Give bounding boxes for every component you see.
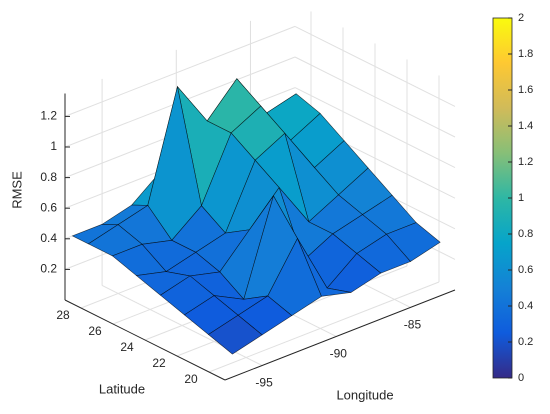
z-axis-label: RMSE (9, 171, 24, 209)
colorbar-tick-label: 0.4 (518, 300, 533, 312)
y-axis-label: Latitude (99, 381, 145, 396)
x-axis-label: Longitude (336, 387, 393, 402)
colorbar-tick-label: 0.2 (518, 336, 533, 348)
colorbar-tick-label: 1.4 (518, 120, 533, 132)
z-tick-label: 0.6 (40, 200, 57, 214)
colorbar-tick-label: 0.6 (518, 264, 533, 276)
colorbar-tick-label: 1.2 (518, 156, 533, 168)
colorbar-tick-label: 1.8 (518, 48, 533, 60)
x-tick-label: -90 (330, 347, 348, 361)
colorbar-tick-label: 1.6 (518, 84, 533, 96)
z-tick-label: 1.2 (40, 109, 57, 123)
x-tick-label: -95 (255, 376, 273, 390)
y-tick-label: 26 (88, 324, 102, 338)
x-axis (224, 289, 456, 381)
surface-patch (207, 314, 263, 355)
grid-line (64, 25, 296, 117)
colorbar-tick-label: 0.8 (518, 228, 533, 240)
z-tick-label: 0.8 (40, 170, 57, 184)
y-tick-label: 22 (152, 356, 166, 370)
colorbar-tick-label: 1 (518, 192, 524, 204)
y-tick-label: 20 (184, 372, 198, 386)
y-axis (64, 299, 226, 381)
z-tick-label: 1 (50, 139, 57, 153)
z-tick-label: 0.4 (40, 231, 57, 245)
z-tick-label: 0.2 (40, 262, 57, 276)
colorbar-tick-label: 2 (518, 12, 524, 24)
y-tick-label: 28 (56, 308, 70, 322)
grid-line (208, 281, 440, 373)
x-tick-label: -85 (404, 318, 422, 332)
y-tick-label: 24 (120, 340, 134, 354)
colorbar-tick-label: 0 (518, 372, 524, 384)
